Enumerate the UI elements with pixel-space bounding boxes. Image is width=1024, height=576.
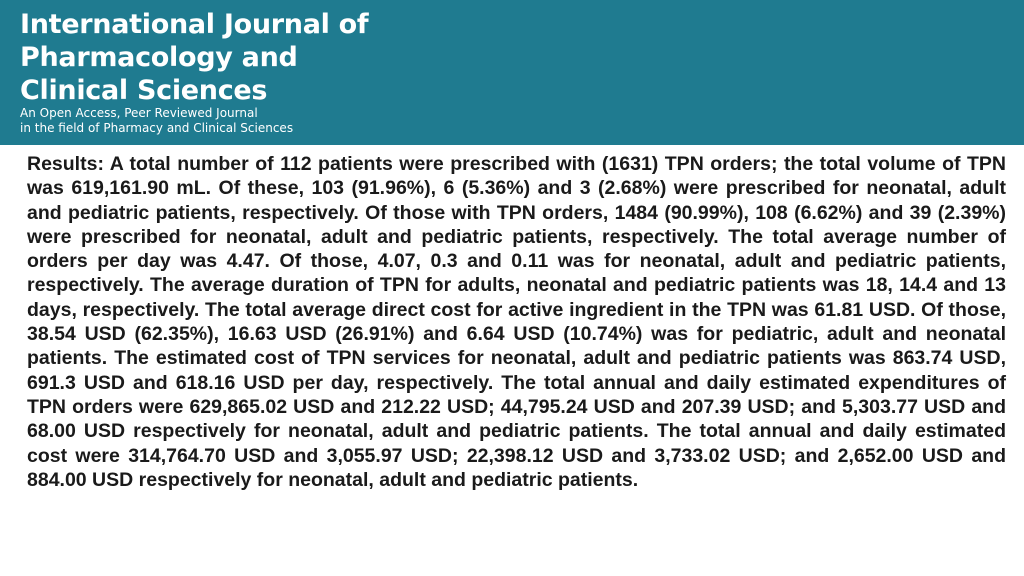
journal-tagline-line: in the field of Pharmacy and Clinical Sc…	[20, 121, 294, 135]
journal-title-line: Clinical Sciences	[20, 75, 268, 106]
journal-title-line: International Journal of	[20, 9, 369, 40]
results-label: Results:	[27, 153, 104, 175]
journal-tagline-line: An Open Access, Peer Reviewed Journal	[20, 106, 258, 120]
results-paragraph: Results: A total number of 112 patients …	[27, 152, 1006, 492]
journal-tagline: An Open Access, Peer Reviewed Journal in…	[20, 106, 293, 136]
journal-header: International Journal of Pharmacology an…	[0, 0, 1024, 145]
journal-title: International Journal of Pharmacology an…	[20, 8, 369, 107]
results-text: A total number of 112 patients were pres…	[27, 153, 1006, 491]
journal-title-line: Pharmacology and	[20, 42, 298, 73]
